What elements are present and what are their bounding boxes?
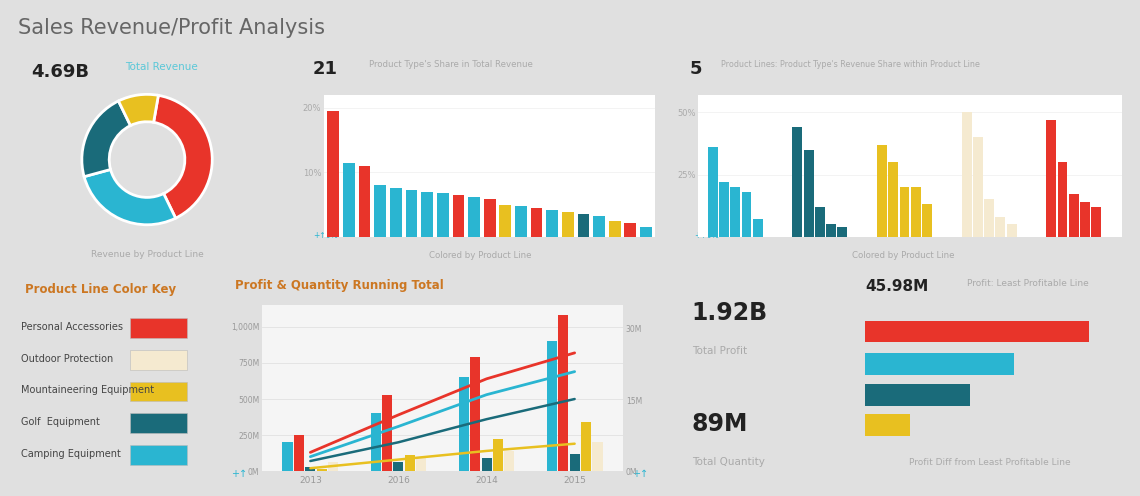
- Text: 45.98M: 45.98M: [865, 279, 928, 294]
- FancyBboxPatch shape: [865, 384, 970, 406]
- FancyBboxPatch shape: [130, 318, 187, 338]
- Text: Camping Equipment: Camping Equipment: [22, 449, 121, 459]
- Text: 5: 5: [690, 61, 702, 78]
- FancyBboxPatch shape: [865, 353, 1015, 375]
- Text: Colored by Product Line: Colored by Product Line: [429, 251, 531, 260]
- Text: Product Line Color Key: Product Line Color Key: [25, 284, 177, 297]
- Text: +↑: +↑: [632, 469, 648, 479]
- Text: +↑0%: +↑0%: [694, 231, 718, 240]
- Text: Profit & Quantity Running Total: Profit & Quantity Running Total: [236, 279, 445, 292]
- FancyBboxPatch shape: [130, 381, 187, 401]
- FancyBboxPatch shape: [865, 414, 910, 436]
- FancyBboxPatch shape: [130, 350, 187, 370]
- Text: Colored by Product Line: Colored by Product Line: [852, 251, 954, 260]
- Text: +↑0%: +↑0%: [312, 231, 337, 240]
- Text: +↑: +↑: [231, 469, 247, 479]
- Text: Profit Diff from Least Profitable Line: Profit Diff from Least Profitable Line: [909, 458, 1070, 467]
- Text: Total Revenue: Total Revenue: [125, 62, 197, 72]
- Text: Sales Revenue/Profit Analysis: Sales Revenue/Profit Analysis: [18, 18, 325, 39]
- Text: 89M: 89M: [692, 412, 748, 436]
- Text: Outdoor Protection: Outdoor Protection: [22, 354, 114, 364]
- Text: Personal Accessories: Personal Accessories: [22, 322, 123, 332]
- FancyBboxPatch shape: [865, 320, 1089, 342]
- Text: 1.92B: 1.92B: [692, 301, 767, 325]
- FancyBboxPatch shape: [130, 413, 187, 433]
- Text: Mountaineering Equipment: Mountaineering Equipment: [22, 385, 154, 395]
- Text: Revenue by Product Line: Revenue by Product Line: [91, 250, 203, 259]
- Text: Profit: Least Profitable Line: Profit: Least Profitable Line: [967, 279, 1089, 288]
- Text: Product Lines: Product Type's Revenue Share within Product Line: Product Lines: Product Type's Revenue Sh…: [722, 61, 980, 69]
- FancyBboxPatch shape: [130, 445, 187, 465]
- Text: Total Quantity: Total Quantity: [692, 457, 765, 467]
- Text: 21: 21: [312, 61, 337, 78]
- Text: Product Type's Share in Total Revenue: Product Type's Share in Total Revenue: [368, 61, 532, 69]
- Text: Total Profit: Total Profit: [692, 346, 747, 356]
- Text: 4.69B: 4.69B: [31, 63, 89, 81]
- Text: Golf  Equipment: Golf Equipment: [22, 417, 100, 427]
